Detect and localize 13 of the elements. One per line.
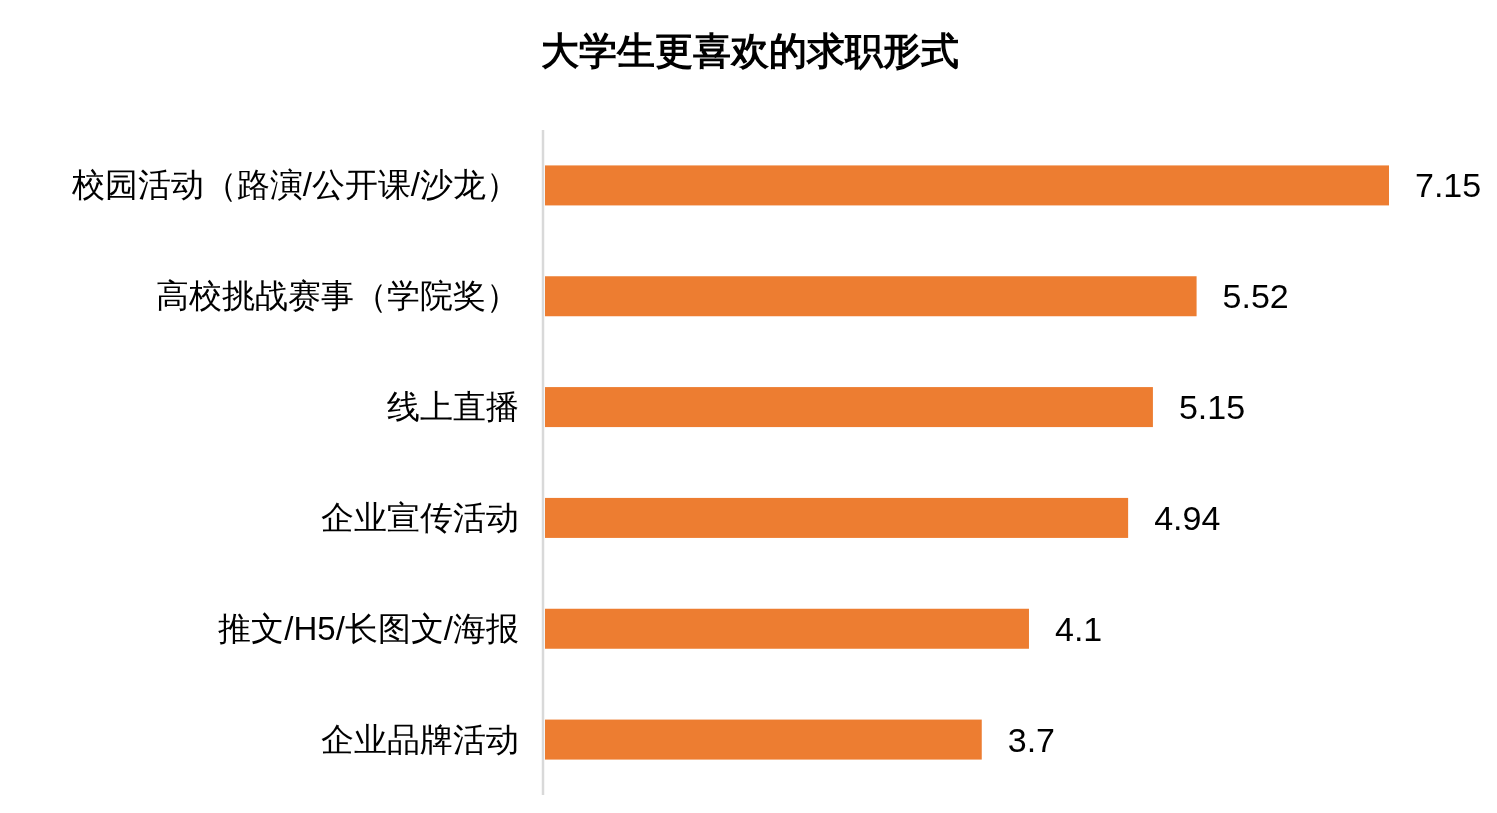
category-label: 企业宣传活动 [321, 498, 519, 536]
category-label: 企业品牌活动 [321, 720, 519, 758]
category-label: 校园活动（路演/公开课/沙龙） [71, 166, 519, 204]
category-label: 线上直播 [387, 388, 519, 426]
category-label: 推文/H5/长图文/海报 [218, 609, 519, 647]
data-label: 5.15 [1178, 388, 1246, 427]
title: 大学生更喜欢的求职形式 [541, 30, 959, 72]
data-label: 4.1 [1054, 609, 1103, 648]
category-label: 高校挑战赛事（学院奖） [156, 277, 519, 315]
data-label: 5.52 [1222, 277, 1289, 316]
data-label: 4.94 [1154, 498, 1221, 537]
data-label: 3.7 [1007, 720, 1055, 759]
data-label: 7.15 [1415, 166, 1482, 205]
